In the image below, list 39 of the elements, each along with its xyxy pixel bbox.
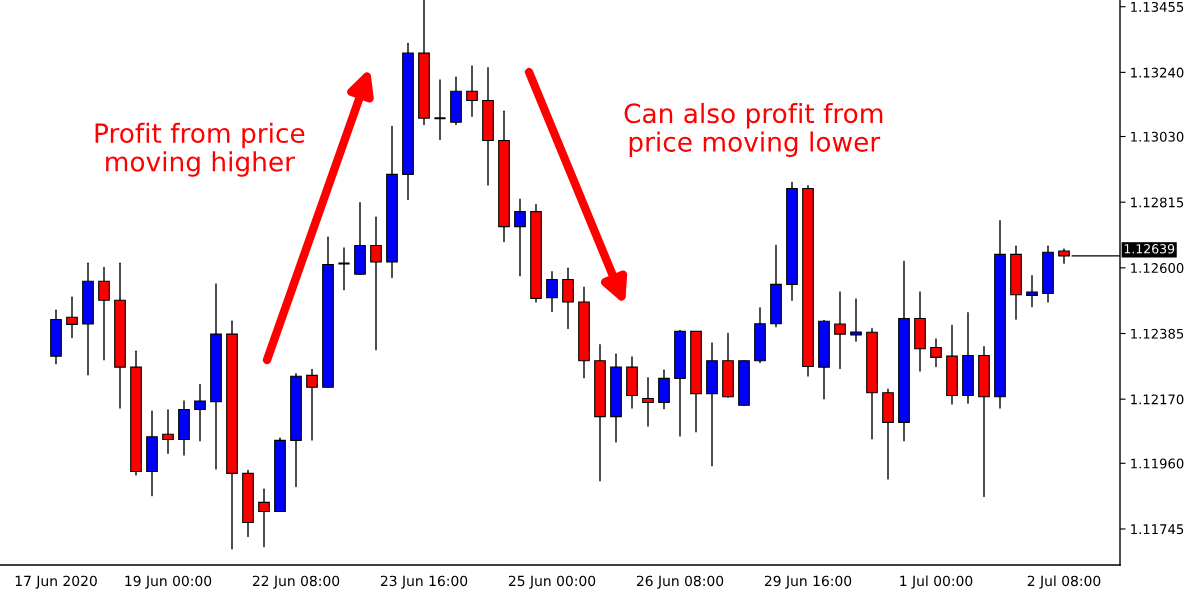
candlestick — [514, 198, 526, 277]
candlestick — [850, 298, 862, 342]
candlestick — [370, 216, 382, 351]
x-tick-label: 29 Jun 16:00 — [764, 575, 852, 589]
candlestick — [433, 79, 447, 141]
y-tick-label: 1.13240 — [1131, 67, 1184, 78]
candlestick — [930, 338, 942, 368]
candlestick — [466, 65, 478, 118]
x-tick-label: 26 Jun 08:00 — [636, 575, 724, 589]
candlestick — [194, 383, 206, 442]
candlestick — [98, 266, 110, 361]
y-tick-label: 1.12170 — [1131, 394, 1184, 405]
annotation: Can also profit from price moving lower — [624, 102, 883, 157]
candlestick — [258, 488, 270, 548]
candlestick — [1026, 275, 1038, 308]
y-tick-label: 1.11960 — [1131, 458, 1184, 469]
y-tick-label: 1.11745 — [1131, 524, 1184, 535]
y-tick-label: 1.12385 — [1131, 328, 1184, 339]
candlestick — [66, 296, 78, 339]
x-tick-label: 17 Jun 2020 — [15, 575, 97, 589]
x-tick-label: 23 Jun 16:00 — [380, 575, 468, 589]
ref-line-label: 1.12639 — [1124, 244, 1175, 254]
y-tick-label: 1.12600 — [1131, 263, 1184, 274]
x-tick-label: 19 Jun 00:00 — [125, 575, 212, 589]
candlestick — [642, 377, 654, 427]
y-tick-label: 1.12815 — [1131, 197, 1184, 208]
x-tick-label: 1 Jul 00:00 — [900, 575, 973, 589]
candlestick — [834, 291, 846, 370]
candlestick — [162, 409, 174, 454]
candlestick — [562, 267, 574, 330]
candlestick — [306, 368, 318, 441]
y-tick-label: 1.13455 — [1131, 1, 1184, 12]
x-tick-label: 25 Jun 00:00 — [508, 575, 596, 589]
y-tick-label: 1.13030 — [1131, 131, 1184, 142]
candlestick — [546, 271, 558, 313]
x-tick-label: 2 Jul 08:00 — [1027, 575, 1101, 589]
x-tick-label: 22 Jun 08:00 — [252, 575, 340, 589]
annotation: Profit from price moving higher — [95, 122, 305, 177]
candlestick — [337, 247, 351, 291]
